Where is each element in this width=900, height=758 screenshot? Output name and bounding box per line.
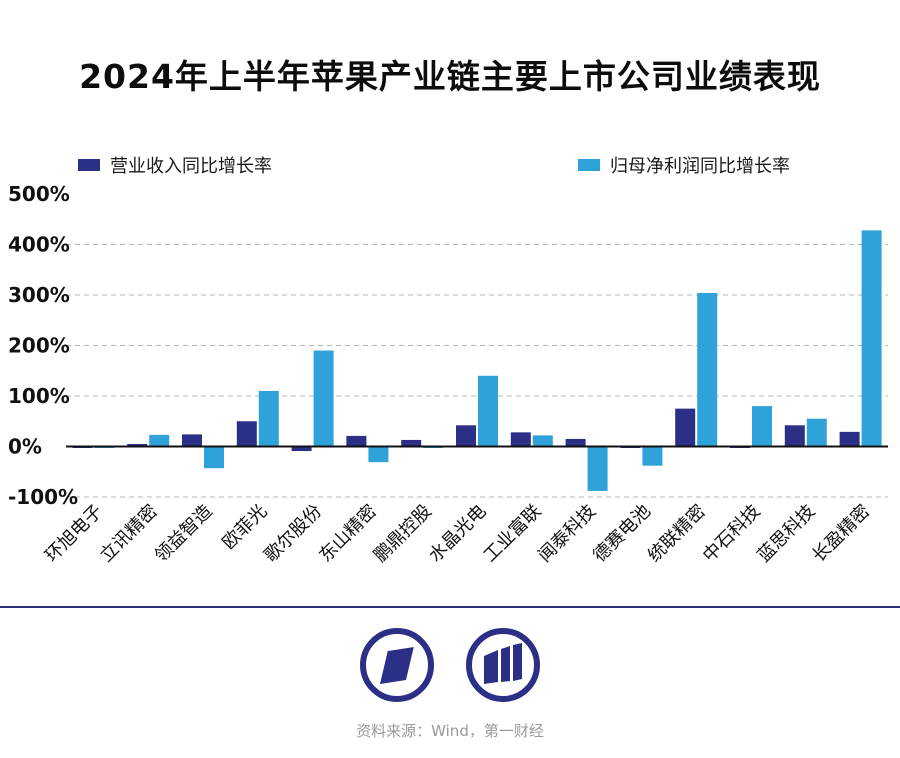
- bar-profit: [532, 435, 553, 447]
- bar-profit: [204, 446, 224, 469]
- source-note: 资料来源：Wind，第一财经: [356, 722, 544, 740]
- bar-profit: [642, 446, 663, 466]
- bar-revenue: [401, 439, 422, 447]
- bar-revenue: [675, 408, 696, 447]
- bar-profit: [368, 446, 389, 463]
- bar-profit: [806, 418, 827, 447]
- bar-revenue: [127, 443, 148, 447]
- y-tick-label: 300%: [8, 283, 70, 307]
- x-tick-label: 闻泰科技: [534, 501, 600, 567]
- x-tick-label: 水晶光电: [425, 501, 491, 567]
- x-tick-label: 领益智造: [151, 501, 217, 567]
- yicai-bars-logo-icon: [466, 628, 540, 702]
- legend-profit: 归母净利润同比增长率: [578, 152, 790, 178]
- x-tick-label: 立讯精密: [96, 501, 162, 567]
- y-tick-label: -100%: [8, 485, 78, 509]
- bar-profit: [258, 390, 279, 447]
- bar-revenue: [346, 435, 367, 447]
- bar-profit: [861, 230, 882, 447]
- bar-profit: [752, 406, 772, 447]
- x-tick-label: 歌尔股份: [260, 501, 326, 567]
- x-tick-label: 环旭电子: [41, 501, 107, 567]
- x-tick-label: 鹏鼎控股: [370, 501, 436, 567]
- yicai-logo-icon: [360, 628, 434, 702]
- bar-revenue: [456, 425, 476, 447]
- y-tick-label: 0%: [8, 435, 42, 459]
- page-title: 2024年上半年苹果产业链主要上市公司业绩表现: [79, 57, 821, 96]
- y-tick-label: 200%: [8, 334, 70, 358]
- legend-swatch-profit: [578, 159, 600, 171]
- x-tick-label: 德赛电池: [589, 501, 655, 567]
- bar-revenue: [291, 446, 312, 452]
- footer-divider: [0, 606, 900, 608]
- legend-swatch-revenue: [78, 159, 100, 171]
- x-tick-label: 长盈精密: [808, 501, 874, 567]
- bar-profit: [478, 375, 498, 447]
- x-tick-label: 东山精密: [315, 501, 381, 567]
- x-tick-label: 中石科技: [699, 501, 765, 567]
- bar-profit: [587, 446, 608, 491]
- bar-profit: [697, 292, 718, 447]
- y-tick-label: 500%: [8, 182, 70, 206]
- bar-profit: [313, 350, 334, 447]
- y-tick-label: 400%: [8, 233, 70, 257]
- bar-chart: 500% 400% 300% 200% 100% 0% -100%环旭电子立讯精密领益智造欧…: [8, 182, 888, 567]
- legend-label-profit: 归母净利润同比增长率: [610, 156, 790, 177]
- bar-revenue: [236, 421, 257, 447]
- bar-revenue: [182, 434, 202, 447]
- x-tick-label: 欧菲光: [218, 501, 271, 554]
- bar-revenue: [784, 425, 805, 447]
- y-tick-label: 100%: [8, 384, 70, 408]
- x-tick-label: 蓝思科技: [754, 501, 820, 567]
- bar-revenue: [565, 438, 586, 447]
- legend-label-revenue: 营业收入同比增长率: [110, 156, 272, 177]
- bar-revenue: [839, 431, 860, 447]
- bar-revenue: [510, 432, 531, 447]
- x-tick-label: 工业富联: [480, 501, 546, 567]
- legend-revenue: 营业收入同比增长率: [78, 152, 272, 178]
- bar-profit: [149, 434, 170, 447]
- x-tick-label: 统联精密: [644, 501, 710, 567]
